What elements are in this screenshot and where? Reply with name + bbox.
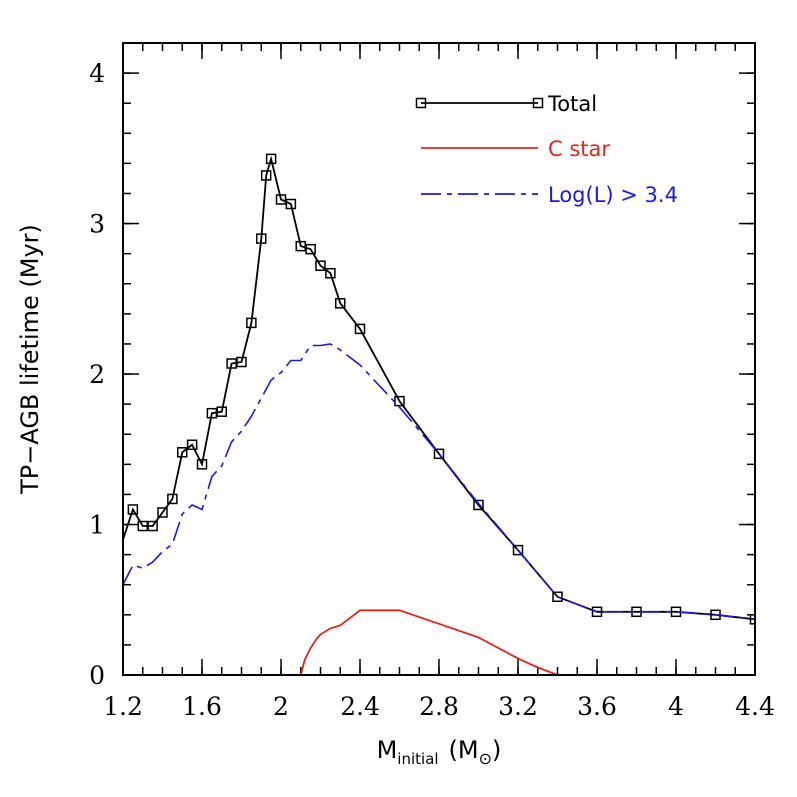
data-point-total [433, 448, 445, 460]
data-point-total [325, 267, 336, 279]
data-point-total [177, 447, 188, 458]
data-point-total [167, 493, 178, 505]
legend-label-log-l-3-4: Log(L) > 3.4 [548, 183, 678, 207]
data-point-total [236, 356, 247, 368]
data-point-total [226, 358, 237, 369]
data-point-total [335, 298, 346, 309]
data-point-total [137, 520, 148, 532]
data-point-total [265, 153, 277, 165]
x-tick-label: 2.8 [419, 692, 459, 721]
x-axis-title-main: M [377, 736, 398, 764]
x-axis-title-unit-close: ) [492, 736, 501, 764]
data-point-total [315, 260, 326, 271]
x-axis-title-unit-open: (M [449, 736, 479, 764]
plot-frame [122, 42, 756, 676]
x-tick-label: 3.6 [577, 692, 617, 721]
y-axis-title: TP−AGB lifetime (Myr) [16, 224, 44, 495]
data-point-total [127, 504, 139, 515]
x-axis-title: Minitial (M⊙) [377, 736, 502, 768]
series-line-total [123, 155, 755, 621]
legend-marker-total [532, 97, 544, 109]
data-point-total [275, 194, 287, 205]
y-tick-label: 3 [89, 210, 105, 239]
legend-label-c-star: C star [548, 137, 610, 161]
series-line-log-l-3-4 [123, 343, 755, 621]
x-tick-label: 1.2 [103, 692, 143, 721]
x-tick-label: 4 [668, 692, 684, 721]
y-tick-label: 2 [89, 360, 105, 389]
x-tick-label: 4.4 [735, 692, 775, 721]
data-point-total [394, 395, 405, 407]
series-layer [123, 153, 755, 675]
data-point-total [246, 317, 257, 329]
series-line-c-star [299, 609, 558, 675]
x-tick-label: 3.2 [498, 692, 538, 721]
data-point-total [354, 323, 366, 335]
legend: Total C star Log(L) > 3.4 [415, 92, 678, 207]
data-point-total [552, 591, 563, 603]
data-point-total [749, 614, 755, 625]
data-point-total [295, 240, 306, 252]
x-tick-label: 1.6 [182, 692, 222, 721]
x-tick-label: 2 [273, 692, 289, 721]
x-axis-title-unit-sub: ⊙ [479, 749, 492, 768]
x-tick-label: 2.4 [340, 692, 380, 721]
data-point-total [260, 170, 272, 181]
data-point-total [196, 459, 208, 470]
data-point-total [512, 544, 524, 556]
y-tick-label: 4 [89, 59, 105, 88]
data-point-total [216, 406, 227, 417]
legend-label-total: Total [547, 92, 597, 116]
data-point-total [186, 439, 198, 451]
data-point-total [147, 520, 158, 532]
data-point-total [157, 507, 168, 518]
data-point-total [206, 407, 218, 419]
data-point-total [285, 198, 297, 210]
data-point-total [473, 499, 484, 511]
y-tick-label: 1 [89, 511, 105, 540]
y-tick-label: 0 [89, 661, 105, 690]
data-point-total [591, 606, 603, 618]
data-point-total [256, 233, 267, 244]
axes-layer: 1.2 1.6 2 2.4 2.8 3.2 3.6 4 4.4 0 1 2 3 4 [89, 42, 775, 721]
x-axis-title-sub: initial [397, 750, 438, 768]
data-point-total [305, 243, 316, 255]
legend-marker-total [415, 97, 427, 109]
